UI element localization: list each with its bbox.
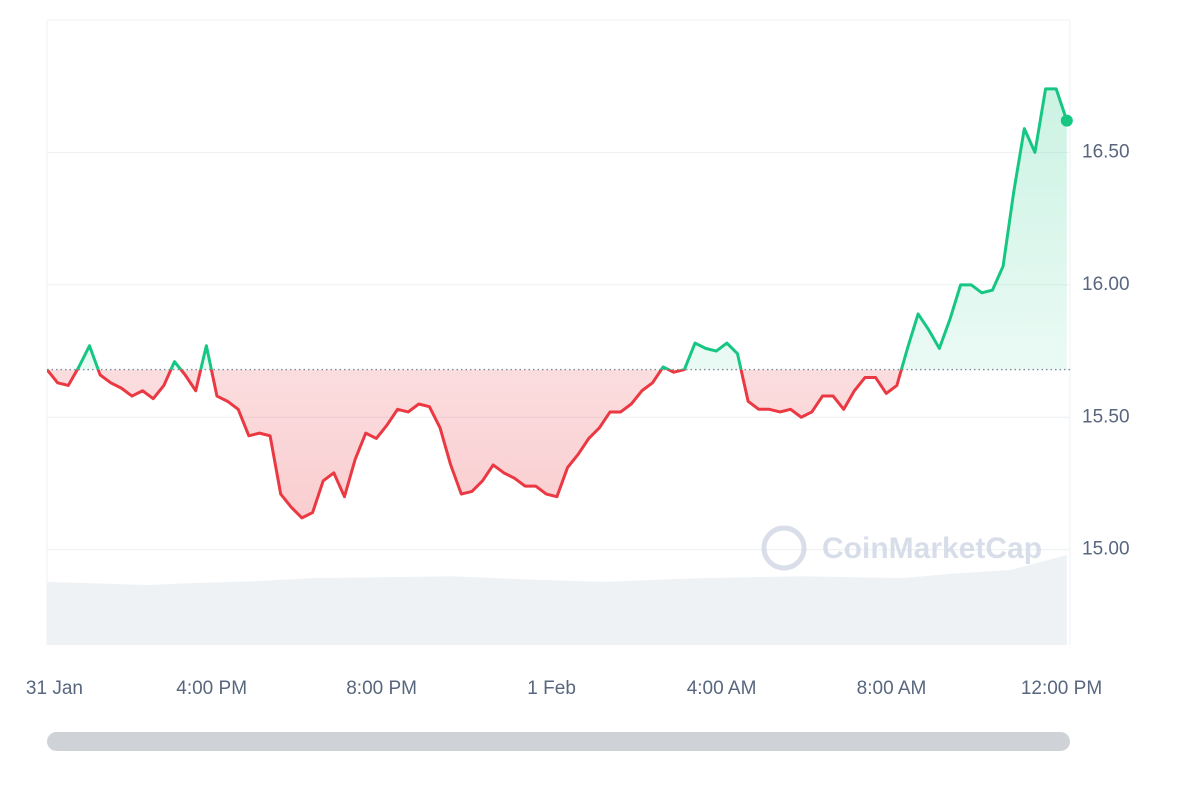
watermark-logo: [761, 525, 807, 571]
y-tick-label: 15.00: [1082, 539, 1130, 560]
x-tick-label: 4:00 AM: [687, 678, 757, 699]
last-point: [1060, 114, 1073, 127]
scrollbar[interactable]: [47, 732, 1070, 751]
x-tick-label: 31 Jan: [26, 678, 83, 699]
x-tick-label: 12:00 PM: [1021, 678, 1102, 699]
x-tick-label: 8:00 AM: [857, 678, 927, 699]
x-tick-label: 1 Feb: [527, 678, 576, 699]
y-tick-label: 15.50: [1082, 406, 1130, 427]
x-tick-label: 4:00 PM: [176, 678, 247, 699]
price-line-down: [47, 369, 903, 520]
area-up: [47, 88, 1067, 370]
area-down: [47, 369, 902, 518]
y-tick-label: 16.50: [1082, 141, 1130, 162]
x-tick-label: 8:00 PM: [346, 678, 417, 699]
watermark: CoinMarketCap: [822, 532, 1042, 565]
y-tick-label: 16.00: [1082, 274, 1130, 295]
volume-area: [47, 555, 1067, 645]
